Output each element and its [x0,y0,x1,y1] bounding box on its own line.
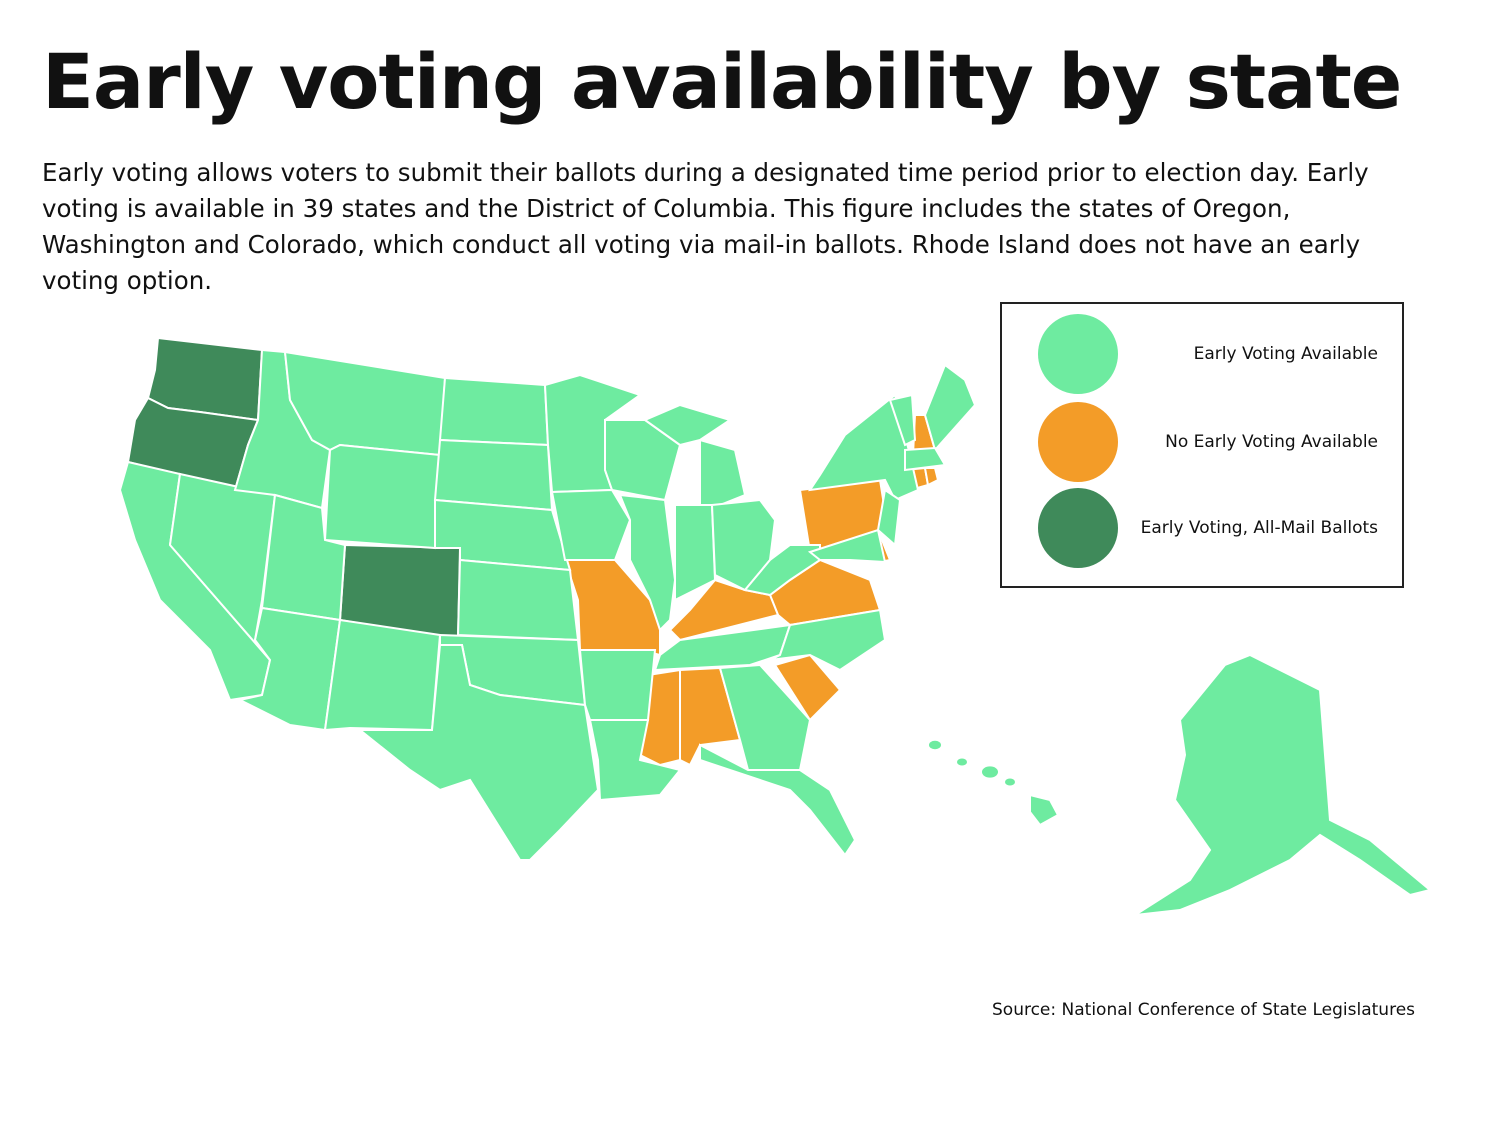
state-nj [876,488,902,548]
state-in [674,504,717,602]
subtitle: Early voting allows voters to submit the… [42,158,1369,295]
state-la [588,719,682,802]
legend-label: No Early Voting Available [1165,432,1378,452]
state-nm [323,618,442,732]
state-mi [699,438,747,506]
state-il [618,493,677,632]
legend-label: Early Voting Available [1193,344,1378,364]
state-hi-island [982,766,998,778]
state-ar [578,649,657,721]
state-wy [323,443,442,550]
state-hi-island [1005,778,1015,786]
legend-swatch-available [1038,314,1118,394]
legend-swatch-none [1038,402,1118,482]
legend-item-none: No Early Voting Available [1038,402,1378,482]
state-tx [357,644,600,861]
state-mi-upper [642,403,733,447]
state-hi-island [957,758,967,766]
legend-item-available: Early Voting Available [1038,314,1378,394]
state-ia [550,488,632,561]
legend-label: Early Voting, All-Mail Ballots [1140,518,1378,538]
state-ma [904,446,947,472]
state-ny [807,393,920,502]
state-sc [773,653,842,722]
state-ks [456,558,580,642]
state-vt [888,393,917,447]
state-md [807,528,887,564]
source-note: Source: National Conference of State Leg… [992,1000,1416,1020]
legend: Early Voting Available No Early Voting A… [1000,302,1404,588]
state-me [923,363,977,453]
state-nc [769,608,887,672]
state-nd [438,376,550,447]
state-hi-island [929,740,941,750]
state-fl [699,743,857,857]
state-hi [1029,793,1060,827]
legend-item-mail: Early Voting, All-Mail Ballots [1038,488,1378,568]
legend-swatch-mail [1038,488,1118,568]
page-title: Early voting availability by state [42,37,1402,126]
state-sd [433,438,554,512]
state-ri [923,467,940,487]
state-ak [1134,653,1433,916]
